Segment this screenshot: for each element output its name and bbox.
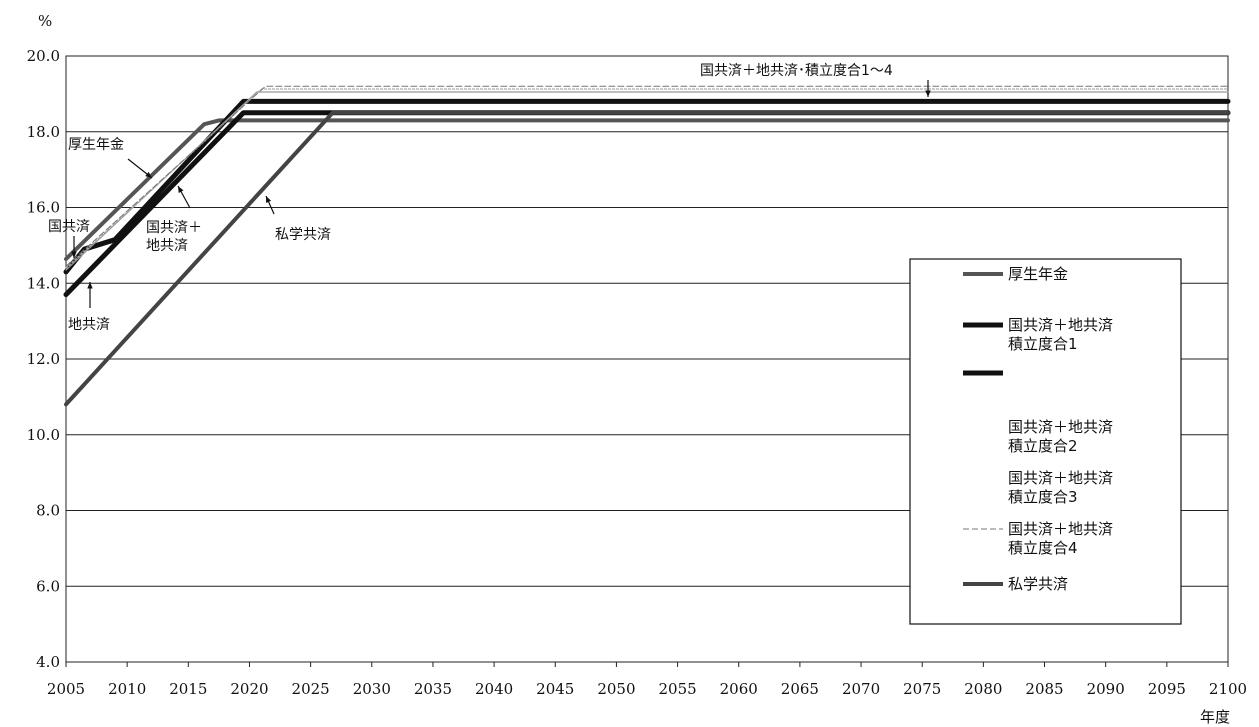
annotation-label: 地共済 — [146, 238, 188, 254]
y-axis-label: % — [38, 12, 52, 30]
annotation-arrowhead — [925, 90, 931, 97]
series-lines — [63, 85, 1231, 407]
annotation-label: 地共済 — [68, 317, 110, 333]
x-tick-label: 2010 — [108, 680, 146, 698]
x-axis-label: 年度 — [1200, 708, 1230, 726]
annotation-arrowhead — [71, 251, 77, 258]
y-axis-ticks: 4.0 6.0 8.0 10.0 12.0 14.0 16.0 18.0 20.0 — [27, 47, 60, 671]
legend-label: 国共済＋地共済 — [1008, 469, 1113, 487]
annotation-arrowhead — [178, 186, 184, 193]
legend-label: 厚生年金 — [1008, 265, 1068, 283]
legend-label: 積立度合3 — [1008, 488, 1078, 506]
annotation-label: 厚生年金 — [68, 137, 124, 153]
x-tick-label: 2070 — [842, 680, 880, 698]
x-tick-label: 2005 — [47, 680, 85, 698]
x-tick-label: 2045 — [536, 680, 574, 698]
annotation-arrowhead — [266, 196, 272, 203]
x-tick-label: 2035 — [414, 680, 452, 698]
x-tick-label: 2075 — [903, 680, 941, 698]
series-line — [65, 85, 1229, 267]
y-tick-label: 4.0 — [36, 653, 60, 671]
plot-area — [65, 55, 1229, 663]
annotation-label: 国共済＋地共済･積立度合1～4 — [700, 63, 893, 79]
x-tick-label: 2090 — [1087, 680, 1125, 698]
x-tick-label: 2050 — [597, 680, 635, 698]
series-line — [63, 98, 1231, 275]
x-tick-label: 2100 — [1209, 680, 1247, 698]
annotation-arrowhead — [145, 171, 152, 178]
annotation-arrowhead — [87, 282, 93, 289]
x-tick-label: 2080 — [964, 680, 1002, 698]
x-tick-label: 2060 — [720, 680, 758, 698]
x-tick-label: 2030 — [353, 680, 391, 698]
x-tick-label: 2025 — [292, 680, 330, 698]
x-tick-label: 2015 — [169, 680, 207, 698]
y-tick-label: 16.0 — [27, 199, 60, 217]
series-line — [64, 118, 1230, 261]
y-tick-label: 6.0 — [36, 577, 60, 595]
legend-label: 積立度合1 — [1008, 335, 1078, 353]
y-tick-label: 14.0 — [27, 274, 60, 292]
legend-label: 国共済＋地共済 — [1008, 520, 1113, 538]
legend-label: 積立度合2 — [1008, 437, 1078, 455]
x-tick-label: 2040 — [475, 680, 513, 698]
y-tick-label: 12.0 — [27, 350, 60, 368]
y-tick-label: 10.0 — [27, 426, 60, 444]
x-tick-label: 2055 — [658, 680, 696, 698]
annotation-label: 国共済 — [48, 219, 90, 235]
series-line — [64, 110, 1230, 407]
x-axis-ticks: 2005 2010 2015 2020 2025 2030 2035 2040 2045 2050… — [47, 662, 1247, 698]
legend-label: 国共済＋地共済 — [1008, 316, 1113, 334]
y-tick-label: 8.0 — [36, 502, 60, 520]
annotation-label: 国共済＋ — [146, 220, 202, 236]
x-tick-label: 2095 — [1148, 680, 1186, 698]
legend-label: 国共済＋地共済 — [1008, 418, 1113, 436]
x-tick-label: 2020 — [230, 680, 268, 698]
y-tick-label: 20.0 — [27, 47, 60, 65]
legend-box — [909, 258, 1182, 625]
x-tick-label: 2065 — [781, 680, 819, 698]
legend-label: 私学共済 — [1008, 575, 1068, 593]
legend: 厚生年金国共済＋地共済積立度合1国共済＋地共済積立度合2国共済＋地共済積立度合3… — [909, 258, 1182, 625]
x-tick-label: 2085 — [1025, 680, 1063, 698]
legend-label: 積立度合4 — [1008, 539, 1078, 557]
y-tick-label: 18.0 — [27, 123, 60, 141]
annotation-label: 私学共済 — [275, 227, 331, 243]
